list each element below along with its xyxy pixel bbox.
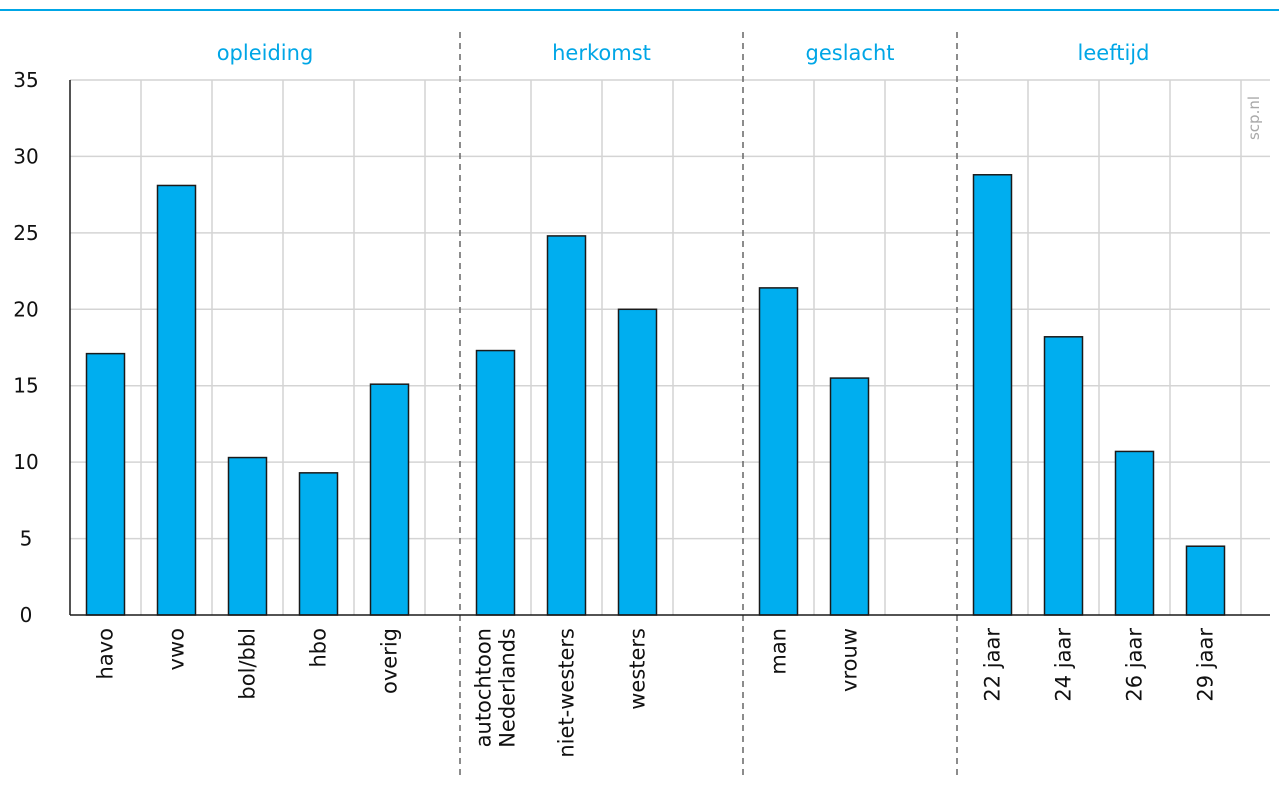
bar xyxy=(1043,336,1084,616)
watermark-text: scp.nl xyxy=(1245,96,1263,140)
x-category-label: vwo xyxy=(165,628,189,670)
bar xyxy=(758,287,799,616)
y-tick-label: 15 xyxy=(13,374,38,398)
y-tick-label: 5 xyxy=(20,527,33,551)
labels: 0 5 10 15 20 25 30 35 opleiding havo vwo bol/bbl hbo… xyxy=(13,41,1217,758)
bar xyxy=(298,472,339,616)
bar xyxy=(227,456,268,616)
bar xyxy=(369,383,410,616)
x-category-label: autochtoonNederlands xyxy=(472,628,520,748)
bar xyxy=(156,184,197,616)
x-category-label: niet-westers xyxy=(555,628,579,758)
bar xyxy=(972,174,1013,616)
x-category-label: man xyxy=(767,628,791,675)
y-tick-label: 25 xyxy=(13,221,38,245)
bars xyxy=(85,174,1226,616)
bar xyxy=(546,235,587,616)
bar xyxy=(1185,545,1226,616)
x-category-label: bol/bbl xyxy=(236,628,260,700)
group-label: opleiding xyxy=(217,41,314,65)
y-tick-label: 20 xyxy=(13,297,38,321)
x-category-label: vrouw xyxy=(838,628,862,692)
x-category-label: westers xyxy=(626,628,650,710)
bar xyxy=(475,349,516,616)
y-tick-label: 10 xyxy=(13,450,38,474)
group-label: geslacht xyxy=(806,41,895,65)
y-tick-label: 30 xyxy=(13,144,38,168)
bar xyxy=(617,308,658,616)
x-category-label: 29 jaar xyxy=(1194,628,1218,702)
x-category-label: overig xyxy=(378,628,402,694)
bar xyxy=(1114,450,1155,616)
x-category-label: 26 jaar xyxy=(1123,628,1147,702)
bar xyxy=(85,352,126,616)
y-tick-label: 0 xyxy=(20,603,33,627)
bar xyxy=(829,377,870,616)
x-category-label: havo xyxy=(94,628,118,679)
group-label: leeftijd xyxy=(1078,41,1150,65)
gridlines xyxy=(70,79,1270,615)
y-tick-label: 35 xyxy=(13,68,38,92)
x-category-label: hbo xyxy=(307,628,331,668)
axes xyxy=(69,80,1270,616)
x-category-label: 24 jaar xyxy=(1052,628,1076,702)
group-separators xyxy=(459,32,958,775)
x-category-label: 22 jaar xyxy=(981,628,1005,702)
group-label: herkomst xyxy=(552,41,651,65)
